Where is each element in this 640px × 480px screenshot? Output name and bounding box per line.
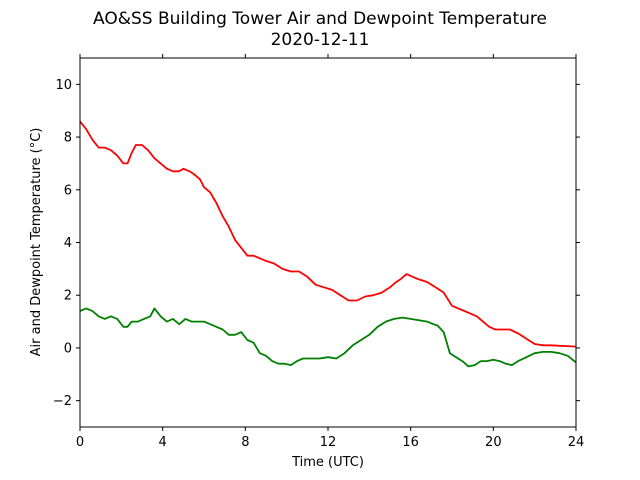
series-line-1 — [79, 307, 577, 368]
x-tick-label: 16 — [402, 435, 419, 450]
y-tick-label: 0 — [64, 341, 72, 356]
x-tick-label: 20 — [485, 435, 502, 450]
y-tick-label: 4 — [64, 236, 72, 251]
x-tick-label: 0 — [76, 435, 84, 450]
y-tick-label: 6 — [64, 183, 72, 198]
x-tick-label: 24 — [568, 435, 585, 450]
series-line-0 — [79, 120, 577, 348]
series-layer — [79, 120, 577, 368]
plot-frame — [79, 57, 577, 428]
y-tick-label: 2 — [64, 289, 72, 304]
x-tick-label: 4 — [159, 435, 167, 450]
y-tick-label: 10 — [55, 78, 72, 93]
y-tick-label: −2 — [53, 394, 72, 409]
x-axis-label: Time (UTC) — [291, 455, 364, 470]
y-tick-label: 8 — [64, 131, 72, 146]
x-tick-label: 8 — [241, 435, 249, 450]
y-axis-label: Air and Dewpoint Temperature (°C) — [29, 128, 44, 357]
chart-subtitle: 2020-12-11 — [271, 30, 370, 50]
x-tick-label: 12 — [320, 435, 337, 450]
chart-title: AO&SS Building Tower Air and Dewpoint Te… — [93, 9, 547, 29]
